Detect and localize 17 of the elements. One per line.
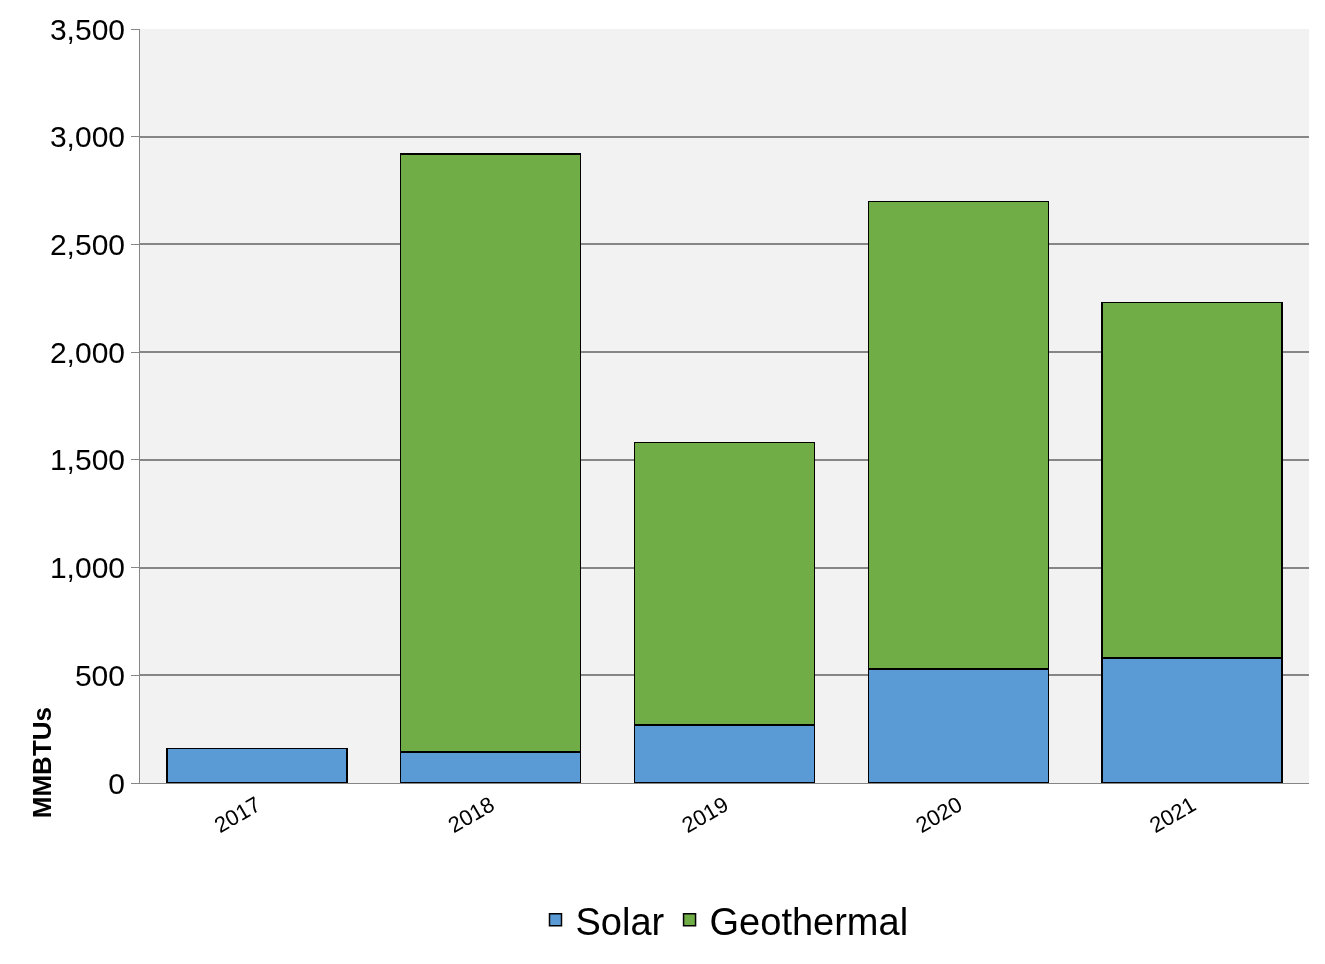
x-tick-label: 2021 [1145, 791, 1201, 838]
y-tick-label: 1,000 [49, 551, 125, 585]
legend-label: Geothermal [709, 900, 909, 943]
y-tick-label: 1,500 [49, 443, 125, 477]
y-tick-label: 2,000 [49, 335, 125, 369]
bar [166, 747, 348, 783]
x-tick-label: 2019 [677, 791, 733, 838]
y-tick-label: 3,500 [49, 12, 125, 46]
y-tick-label: 500 [74, 658, 125, 692]
legend-label: Solar [575, 900, 665, 943]
x-tick-label: 2020 [911, 791, 967, 838]
y-axis-title: MMBTUs [26, 706, 57, 819]
x-tick-label: 2017 [210, 791, 265, 838]
y-tick-label: 2,500 [49, 227, 125, 261]
x-tick-label: 2018 [443, 791, 499, 838]
y-tick-label: 0 [108, 766, 125, 800]
y-tick-label: 3,000 [49, 120, 125, 154]
